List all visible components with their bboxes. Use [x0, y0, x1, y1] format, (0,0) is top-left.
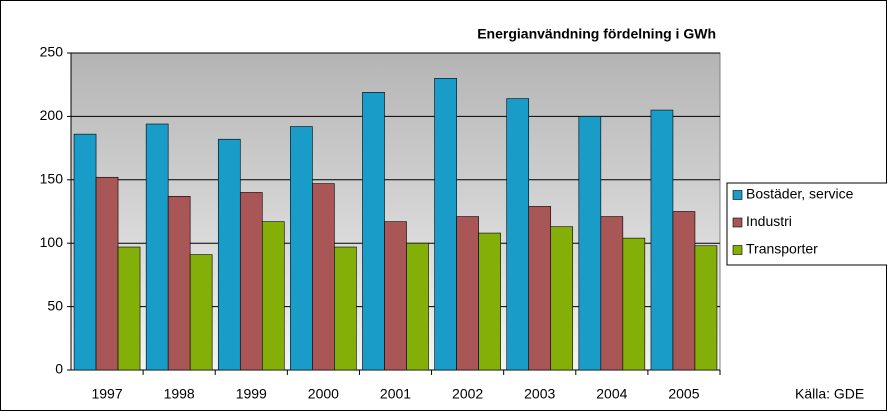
legend-swatch — [732, 217, 743, 228]
bar — [478, 232, 501, 371]
bar — [384, 221, 407, 371]
bar — [362, 92, 385, 371]
bar — [117, 246, 141, 371]
bar — [239, 192, 263, 371]
x-tick-label: 2001 — [380, 386, 411, 402]
bar — [312, 183, 335, 371]
y-tick-label: 50 — [47, 297, 63, 313]
legend-label: Bostäder, service — [746, 186, 854, 202]
y-tick-label: 250 — [40, 44, 64, 60]
legend-label: Transporter — [746, 241, 818, 257]
y-tick-label: 200 — [40, 107, 64, 123]
bar — [95, 176, 119, 371]
legend-box — [726, 182, 887, 266]
x-tick-label: 2003 — [524, 386, 555, 402]
bar — [73, 133, 97, 371]
bar — [456, 216, 479, 371]
bar — [600, 216, 624, 371]
y-tick-label: 0 — [55, 361, 63, 377]
bar — [694, 245, 718, 371]
legend-swatch — [732, 245, 743, 255]
x-tick-label: 2004 — [596, 386, 627, 402]
bar — [550, 226, 574, 371]
bar — [217, 138, 241, 371]
bar — [167, 195, 191, 371]
y-tick-label: 150 — [40, 171, 64, 187]
legend-label: Industri — [746, 213, 792, 229]
bar — [261, 221, 285, 371]
x-tick-label: 1997 — [91, 386, 122, 402]
bar — [622, 237, 646, 371]
bar — [650, 109, 674, 371]
x-tick-label: 2002 — [452, 386, 483, 402]
x-tick-label: 1999 — [236, 386, 267, 402]
y-tick-label: 100 — [40, 234, 64, 250]
bar — [334, 246, 357, 371]
bar — [406, 242, 429, 371]
bar — [189, 254, 213, 371]
x-tick-label: 1998 — [164, 386, 195, 402]
bar — [672, 211, 696, 371]
source-note: Källa: GDE — [795, 386, 864, 402]
chart-title: Energianvändning fördelning i GWh — [477, 26, 716, 42]
bar — [434, 78, 457, 371]
x-tick-label: 2000 — [308, 386, 339, 402]
bar — [578, 116, 602, 371]
bar — [290, 126, 313, 371]
bar — [145, 123, 169, 371]
bar — [528, 206, 552, 371]
x-tick-label: 2005 — [668, 386, 699, 402]
legend-swatch — [732, 190, 743, 200]
bar — [506, 98, 530, 371]
